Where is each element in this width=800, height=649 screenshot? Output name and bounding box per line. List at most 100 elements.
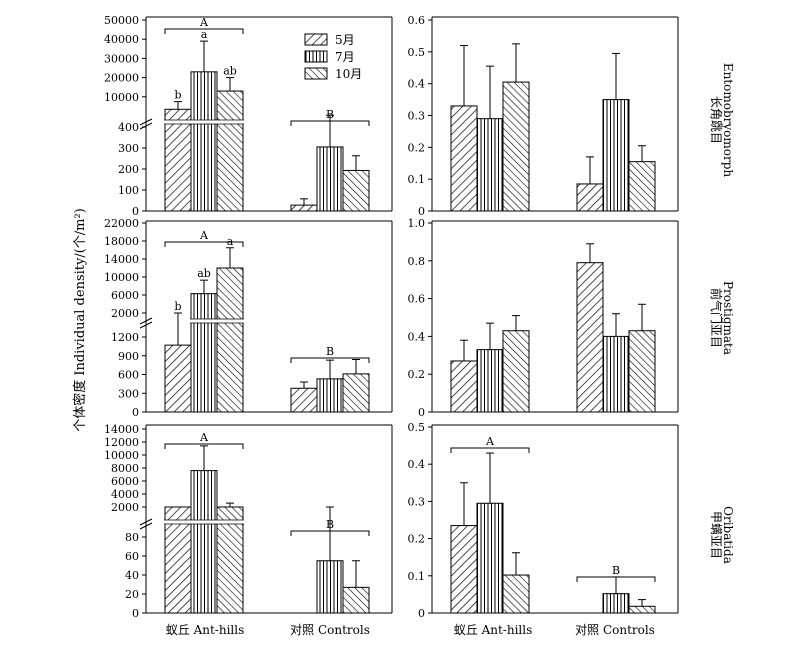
y-tick-label: 40 [125, 569, 139, 582]
bar-break-gap [216, 319, 244, 323]
bar-oct [502, 574, 530, 614]
y-tick-label: 20000 [104, 72, 139, 85]
significance-letter: B [326, 345, 334, 358]
y-tick-label: 0.3 [408, 495, 426, 508]
side-label-row1: 长角跳目 Entomobryomorph [709, 63, 735, 178]
y-tick-label: 0.4 [408, 78, 426, 91]
legend-label-may: 5月 [335, 33, 355, 47]
legend-swatch-jul [304, 50, 328, 63]
bar-may [164, 108, 192, 212]
significance-bracket [164, 443, 244, 449]
bar-significance-letter: b [174, 89, 181, 102]
bar-significance-letter: b [174, 300, 181, 313]
bar-oct [216, 267, 244, 413]
bar-jul [476, 118, 504, 212]
y-tick-label: 22000 [104, 217, 139, 230]
bar-may [290, 204, 318, 212]
y-tick-label: 10000 [104, 271, 139, 284]
y-tick-label: 0 [132, 607, 139, 620]
side-label-cn: 前气门亚目 [709, 288, 724, 348]
axis-break-mark [139, 518, 153, 530]
y-tick-label: 0.6 [408, 293, 426, 306]
y-tick-label: 10000 [104, 449, 139, 462]
bar-break-gap [164, 120, 192, 124]
y-axis-label: 个体密度 Individual density/(个/m²) [72, 208, 88, 432]
bar-break-gap [164, 520, 192, 524]
y-tick-label: 0.8 [408, 255, 426, 268]
y-tick-label: 14000 [104, 423, 139, 436]
y-tick-label: 0 [132, 406, 139, 419]
panel-left-2: 0 300 600 900 1200 2000 6000 10000 14000 18000 220… [104, 217, 393, 419]
y-tick-label: 1.0 [408, 217, 426, 230]
bar-oct [502, 81, 530, 212]
side-label-cn: 甲螨亚目 [709, 511, 723, 559]
x-category-right-controls: 对照 Controls [575, 623, 655, 637]
bar-jul [190, 293, 218, 413]
bar-jul [602, 593, 630, 614]
bar-break-gap [216, 520, 244, 524]
y-tick-label: 0.4 [408, 330, 426, 343]
y-tick-label: 0 [132, 205, 139, 218]
y-tick-label: 0.6 [408, 14, 426, 27]
bar-significance-letter: ab [197, 267, 211, 280]
bar-may [290, 387, 318, 413]
bar-break-gap [216, 120, 244, 124]
bar-may [164, 506, 192, 614]
bar-significance-letter: a [201, 28, 208, 41]
panel-right-1: 0 0.1 0.2 0.3 0.4 0.5 0.6 [408, 14, 679, 218]
side-label-cn: 长角跳目 [709, 96, 723, 144]
bar-may [576, 262, 604, 413]
y-tick-label: 60 [125, 550, 139, 563]
y-tick-label: 0.1 [408, 173, 426, 186]
y-tick-label: 4000 [111, 488, 139, 501]
x-category-left-controls: 对照 Controls [290, 623, 370, 637]
significance-bracket [450, 447, 530, 453]
y-tick-label: 18000 [104, 235, 139, 248]
bar-significance-letter: ab [223, 65, 237, 78]
bar-oct [628, 161, 656, 212]
y-tick-label: 8000 [111, 462, 139, 475]
bar-jul [316, 146, 344, 212]
x-category-left-antHills: 蚁丘 Ant-hills [166, 623, 245, 637]
bar-jul [476, 349, 504, 413]
significance-letter: B [326, 108, 334, 121]
significance-letter: A [199, 229, 209, 242]
significance-letter: B [326, 518, 334, 531]
panel-left-1: 0 100 200 300 400 10000 20000 30000 40000 50000 A B… [104, 14, 393, 218]
significance-bracket [290, 530, 370, 536]
y-tick-label: 200 [118, 163, 139, 176]
bar-significance-letter: a [227, 235, 234, 248]
y-tick-label: 300 [118, 387, 139, 400]
y-tick-label: 10000 [104, 91, 139, 104]
y-tick-label: 80 [125, 531, 139, 544]
significance-letter: A [485, 435, 495, 448]
side-label-en: Prostigmata [721, 281, 735, 355]
y-tick-label: 2000 [111, 307, 139, 320]
y-tick-label: 0.2 [408, 533, 426, 546]
y-tick-label: 400 [118, 121, 139, 134]
y-tick-label: 0 [418, 205, 425, 218]
significance-letter: A [199, 431, 209, 444]
bar-oct [628, 330, 656, 413]
significance-bracket [164, 28, 244, 34]
side-label-en: Oribatida [721, 506, 735, 564]
panel-right-3: 0 0.1 0.2 0.3 0.4 0.5 A B [408, 421, 679, 620]
bar-jul [190, 470, 218, 614]
bar-oct [342, 586, 370, 614]
y-tick-label: 0.2 [408, 368, 426, 381]
legend-label-oct: 10月 [335, 67, 362, 81]
bar-break-gap [190, 520, 218, 524]
y-tick-label: 0.1 [408, 570, 426, 583]
y-tick-label: 6000 [111, 475, 139, 488]
panel-left-3: 0 20 40 60 80 2000400060008000100001200014000… [104, 423, 393, 620]
y-tick-label: 12000 [104, 436, 139, 449]
bar-oct [342, 169, 370, 212]
bar-oct [216, 90, 244, 212]
significance-bracket [290, 120, 370, 126]
legend-label-jul: 7月 [335, 50, 355, 64]
bar-jul [602, 335, 630, 413]
significance-bracket [290, 357, 370, 363]
bar-oct [216, 506, 244, 614]
y-tick-label: 2000 [111, 501, 139, 514]
bar-break-gap [190, 120, 218, 124]
